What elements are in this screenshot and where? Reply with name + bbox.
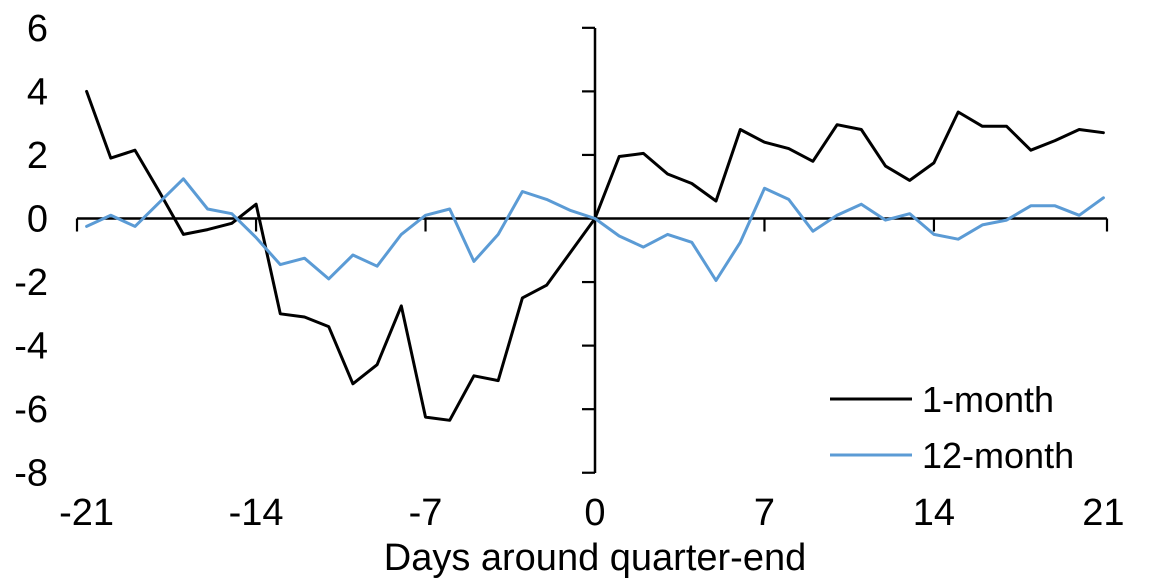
y-tick-label: -8 (14, 453, 48, 495)
legend-label-1-month: 1-month (922, 379, 1054, 420)
y-tick-label: -4 (14, 326, 48, 368)
x-tick-label: -7 (409, 492, 443, 534)
x-axis-tick-labels: -21 -14 -7 0 7 14 21 (59, 492, 1124, 534)
x-tick-label: 7 (754, 492, 775, 534)
y-tick-label: -2 (14, 262, 48, 304)
y-tick-label: -6 (14, 389, 48, 431)
x-tick-label: -21 (59, 492, 114, 534)
x-tick-label: 21 (1082, 492, 1124, 534)
y-axis-tick-labels: 6 4 2 0 -2 -4 -6 -8 (14, 8, 48, 495)
legend: 1-month 12-month (830, 379, 1074, 476)
series-line-12-month (85, 177, 1105, 282)
legend-label-12-month: 12-month (922, 435, 1074, 476)
y-tick-label: 0 (27, 199, 48, 241)
x-tick-label: -14 (229, 492, 284, 534)
x-tick-label: 14 (913, 492, 955, 534)
y-tick-label: 6 (27, 8, 48, 50)
y-tick-label: 2 (27, 135, 48, 177)
y-tick-label: 4 (27, 71, 48, 113)
x-tick-label: 0 (584, 492, 605, 534)
x-axis-title: Days around quarter-end (384, 537, 806, 579)
data-series (85, 89, 1105, 422)
